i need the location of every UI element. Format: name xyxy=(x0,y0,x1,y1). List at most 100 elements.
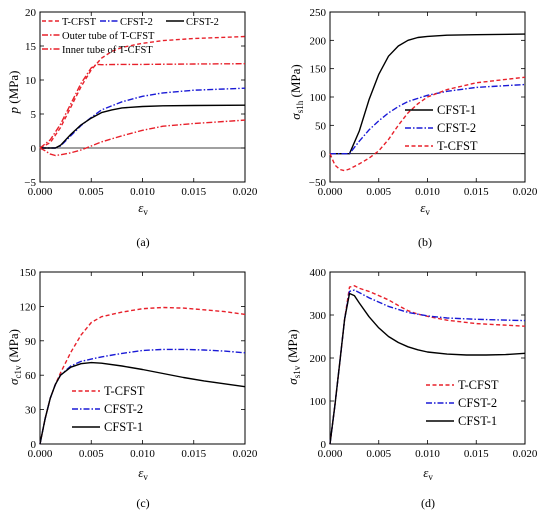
y-tick-label: 0 xyxy=(31,143,37,155)
panel-d-xlabel: εv xyxy=(423,465,433,482)
series-line-cfst-2-1 xyxy=(40,87,246,149)
panel-b: 0.000 0.005 0.010 0.015 0.020 −50 0 50 100 150 200… xyxy=(288,7,538,249)
series-line-cfst-1-0 xyxy=(330,33,526,155)
x-tick-label: 0.005 xyxy=(366,448,391,460)
x-tick-label: 0.005 xyxy=(79,186,104,198)
panel-b-legend: CFST-1 CFST-2 T-CFST xyxy=(405,103,478,153)
x-tick-label: 0.010 xyxy=(130,448,155,460)
x-tick-label: 0.020 xyxy=(513,186,538,198)
panel-a-series xyxy=(39,35,246,157)
legend-label-cfst-2: CFST-2 xyxy=(458,396,497,410)
legend-label-cfst-1: CFST-1 xyxy=(104,420,143,434)
y-tick-label: −5 xyxy=(24,177,36,189)
panel-b-series xyxy=(329,33,526,172)
x-tick-label: 0.015 xyxy=(464,186,489,198)
panel-a-caption: (a) xyxy=(136,235,149,249)
legend-label-cfst-1: CFST-1 xyxy=(458,414,497,428)
y-tick-label: 100 xyxy=(310,92,327,104)
y-tick-label: 150 xyxy=(310,64,327,76)
series-line-inner-tube-of-t-cfst-4 xyxy=(39,119,246,157)
panel-b-caption: (b) xyxy=(418,235,432,249)
panel-a-axes: 0.000 0.005 0.010 0.015 0.020 −5 0 5 10 15 20 xyxy=(24,7,258,198)
panel-a-xlabel: εv xyxy=(138,200,148,217)
panel-b-xlabel: εv xyxy=(420,200,430,217)
panel-a: 0.000 0.005 0.010 0.015 0.020 −5 0 5 10 15 20 p (M… xyxy=(6,7,258,249)
y-tick-label: 15 xyxy=(25,41,37,53)
panel-d-axes: 0.000 0.005 0.010 0.015 0.020 0 100 200 300 400 xyxy=(310,267,538,460)
y-tick-label: 200 xyxy=(310,35,327,47)
x-tick-label: 0.020 xyxy=(233,186,258,198)
series-line-t-cfst-2 xyxy=(329,76,526,172)
series-line-outer-tube-of-t-cfst-3 xyxy=(39,63,246,149)
legend-label-t-cfst: T-CFST xyxy=(458,378,499,392)
y-tick-label: 60 xyxy=(25,370,37,382)
series-line-cfst-1-2 xyxy=(39,361,246,445)
y-tick-label: 200 xyxy=(310,353,327,365)
legend-label-t-cfst: T-CFST xyxy=(437,139,478,153)
legend-label-t-cfst: T-CFST xyxy=(62,17,97,28)
panel-c-legend: T-CFST CFST-2 CFST-1 xyxy=(72,384,145,434)
x-tick-label: 0.010 xyxy=(415,448,440,460)
y-tick-label: 120 xyxy=(20,301,37,313)
x-tick-label: 0.010 xyxy=(130,186,155,198)
y-tick-label: 0 xyxy=(321,149,327,161)
panel-a-legend: T-CFST CFST-2 CFST-2 Outer tube of T-CFS… xyxy=(42,17,219,56)
plot-frame xyxy=(39,271,246,445)
panel-a-ylabel: p (MPa) xyxy=(6,71,21,115)
x-tick-label: 0.005 xyxy=(366,186,391,198)
y-tick-label: 10 xyxy=(25,75,37,87)
x-tick-label: 0.000 xyxy=(28,448,53,460)
x-tick-label: 0.020 xyxy=(513,448,538,460)
y-tick-label: 20 xyxy=(25,7,37,19)
x-tick-label: 0.015 xyxy=(181,186,206,198)
panel-d-legend: T-CFST CFST-2 CFST-1 xyxy=(426,378,499,428)
y-tick-label: 0 xyxy=(31,439,37,451)
x-tick-label: 0.000 xyxy=(28,186,53,198)
plot-frame xyxy=(329,271,526,445)
x-tick-label: 0.015 xyxy=(464,448,489,460)
x-tick-label: 0.015 xyxy=(181,448,206,460)
panel-d: 0.000 0.005 0.010 0.015 0.020 0 100 200 300 400 σ… xyxy=(285,267,538,510)
y-tick-label: 250 xyxy=(310,7,327,19)
legend-label-outer-tube: Outer tube of T-CFST xyxy=(62,31,155,42)
panel-d-ylabel: σs1v (MPa) xyxy=(285,329,302,384)
y-tick-label: 100 xyxy=(310,396,327,408)
legend-label-inner-tube: Inner tube of T-CFST xyxy=(62,45,153,56)
plot-frame xyxy=(329,11,526,183)
y-tick-label: 300 xyxy=(310,310,327,322)
legend-label-cfst-2: CFST-2 xyxy=(437,121,476,135)
legend-label-cfst-2-blue: CFST-2 xyxy=(120,17,153,28)
legend-label-cfst-1: CFST-1 xyxy=(437,103,476,117)
series-line-cfst-2-1 xyxy=(330,83,526,155)
panel-c-ylabel: σc1v (MPa) xyxy=(6,329,23,385)
panel-c-axes: 0.000 0.005 0.010 0.015 0.020 0 30 60 90 120 150 xyxy=(20,267,258,460)
y-tick-label: 5 xyxy=(31,109,37,121)
x-tick-label: 0.005 xyxy=(79,448,104,460)
x-tick-label: 0.000 xyxy=(318,448,343,460)
plot-frame xyxy=(39,11,246,183)
panel-b-axes: 0.000 0.005 0.010 0.015 0.020 −50 0 50 100 150 200… xyxy=(309,7,538,198)
panel-c: 0.000 0.005 0.010 0.015 0.020 0 30 60 90 120 150 σ… xyxy=(6,267,258,510)
legend-label-cfst-2-black: CFST-2 xyxy=(186,17,219,28)
series-line-cfst-2-2 xyxy=(40,104,246,149)
y-tick-label: 50 xyxy=(315,120,327,132)
x-tick-label: 0.000 xyxy=(318,186,343,198)
series-line-cfst-1-2 xyxy=(329,292,526,445)
panel-c-xlabel: εv xyxy=(138,465,148,482)
panel-d-caption: (d) xyxy=(421,496,435,510)
y-tick-label: 0 xyxy=(321,439,327,451)
series-line-t-cfst-0 xyxy=(39,35,246,149)
series-line-t-cfst-0 xyxy=(39,306,246,445)
panel-c-series xyxy=(39,306,246,445)
y-tick-label: 400 xyxy=(310,267,327,279)
panel-c-caption: (c) xyxy=(136,496,149,510)
legend-label-cfst-2: CFST-2 xyxy=(104,402,143,416)
y-tick-label: 150 xyxy=(20,267,37,279)
panel-d-series xyxy=(329,285,526,445)
y-tick-label: 90 xyxy=(25,336,37,348)
x-tick-label: 0.010 xyxy=(415,186,440,198)
legend-label-t-cfst: T-CFST xyxy=(104,384,145,398)
y-tick-label: 30 xyxy=(25,405,37,417)
panel-b-ylabel: σs1h (MPa) xyxy=(288,64,305,119)
